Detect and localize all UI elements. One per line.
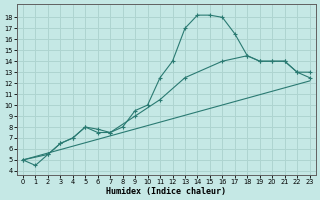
X-axis label: Humidex (Indice chaleur): Humidex (Indice chaleur) xyxy=(106,187,226,196)
